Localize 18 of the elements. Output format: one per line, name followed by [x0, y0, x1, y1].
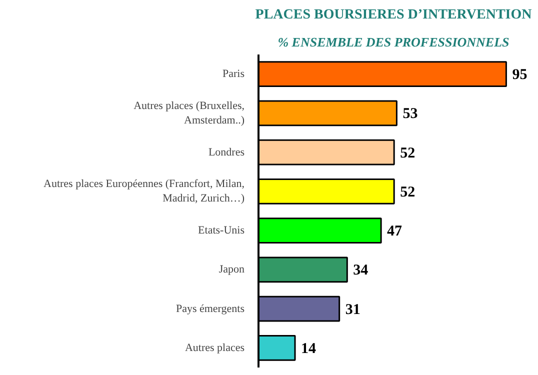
- y-tick-label: Pays émergents: [176, 302, 245, 315]
- data-label: 52: [400, 184, 416, 200]
- data-label: 31: [345, 302, 360, 318]
- data-label: 52: [400, 145, 416, 162]
- chart-title: PLACES BOURSIERES D’INTERVENTION: [255, 8, 532, 22]
- data-label: 95: [512, 67, 528, 84]
- y-tick-label: Autres places Européennes (Francfort, Milan, Madrid, Zurich…): [44, 178, 245, 205]
- data-label: 34: [353, 262, 369, 279]
- y-tick-label: Etats-Unis: [198, 224, 245, 237]
- data-label: 14: [301, 340, 317, 357]
- y-tick-label: Autres places (Bruxelles, Amsterdam..): [134, 100, 245, 126]
- y-tick-label: Autres places: [184, 342, 244, 354]
- data-label: 53: [402, 106, 418, 122]
- y-tick-label: Londres: [208, 146, 244, 158]
- y-tick-label: Paris: [222, 68, 244, 80]
- data-label: 47: [387, 224, 403, 240]
- chart-subtitle: % ENSEMBLE DES PROFESSIONNELS: [278, 34, 510, 50]
- y-tick-label: Japon: [218, 264, 245, 276]
